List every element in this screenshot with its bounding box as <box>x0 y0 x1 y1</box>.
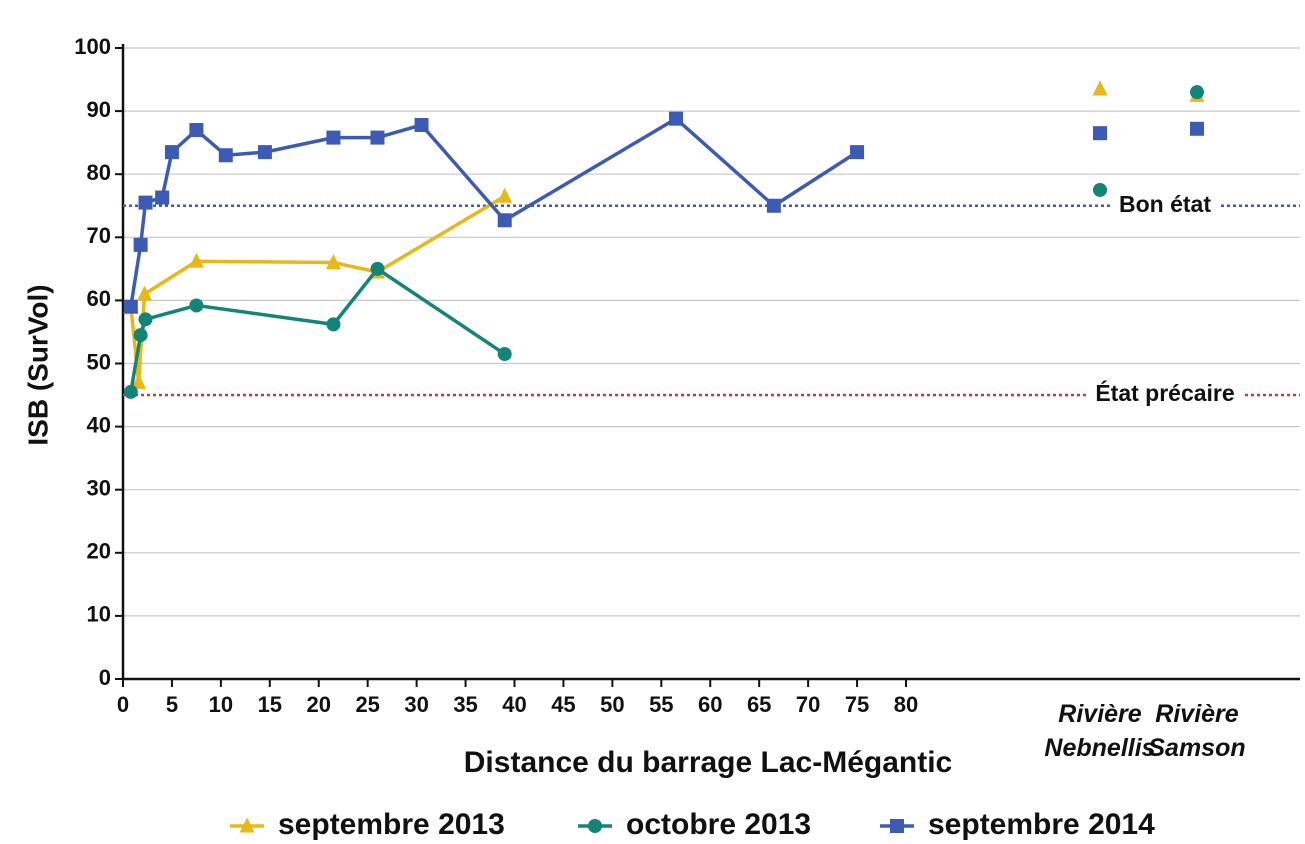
marker <box>133 237 148 252</box>
x-tick-label: 50 <box>600 692 624 717</box>
x-tick-label: 65 <box>747 692 771 717</box>
x-tick-label: 45 <box>551 692 575 717</box>
category-label: Rivière Samson <box>1148 700 1245 762</box>
marker <box>189 298 204 313</box>
marker <box>123 384 138 399</box>
marker <box>414 117 429 132</box>
legend-label: octobre 2013 <box>626 808 811 841</box>
x-tick-label: 80 <box>894 692 918 717</box>
x-tick-label: 25 <box>355 692 379 717</box>
marker <box>137 285 153 301</box>
marker <box>138 312 153 327</box>
marker <box>189 123 204 138</box>
marker <box>188 252 204 268</box>
y-axis-label: ISB (SurVol) <box>22 284 53 445</box>
y-tick-label: 90 <box>87 97 111 122</box>
marker <box>668 111 683 126</box>
y-tick-label: 80 <box>87 160 111 185</box>
x-axis-label: Distance du barrage Lac-Mégantic <box>464 746 952 779</box>
marker <box>326 317 341 332</box>
marker <box>497 213 512 228</box>
y-tick-label: 30 <box>87 476 111 501</box>
marker <box>138 195 153 210</box>
marker <box>1190 85 1204 100</box>
marker <box>155 190 170 205</box>
reference-label-bg <box>1087 379 1243 407</box>
marker <box>326 130 341 145</box>
y-tick-label: 40 <box>87 412 111 437</box>
marker <box>325 254 341 270</box>
marker <box>766 198 781 213</box>
marker <box>1190 121 1204 136</box>
x-tick-label: 75 <box>845 692 869 717</box>
x-tick-label: 30 <box>404 692 428 717</box>
reference-label: Bon état <box>1119 191 1211 217</box>
marker <box>1093 126 1107 141</box>
legend-marker <box>239 817 255 833</box>
y-tick-label: 0 <box>99 665 111 690</box>
marker <box>1092 80 1108 96</box>
legend-marker <box>890 819 904 833</box>
category-label: Rivière Nebnellis <box>1044 700 1155 762</box>
y-tick-label: 10 <box>87 602 111 627</box>
x-tick-label: 5 <box>166 692 178 717</box>
marker <box>218 148 233 163</box>
y-tick-label: 60 <box>87 286 111 311</box>
x-tick-label: 60 <box>698 692 722 717</box>
marker <box>370 261 385 276</box>
y-tick-label: 70 <box>87 223 111 248</box>
marker <box>131 373 147 389</box>
x-tick-label: 40 <box>502 692 526 717</box>
y-tick-label: 20 <box>87 539 111 564</box>
x-tick-label: 10 <box>209 692 233 717</box>
marker <box>850 145 865 160</box>
x-tick-label: 70 <box>796 692 820 717</box>
x-tick-label: 0 <box>117 692 129 717</box>
x-tick-label: 15 <box>258 692 282 717</box>
marker <box>370 130 385 145</box>
marker <box>1093 182 1107 197</box>
marker <box>133 328 148 343</box>
y-tick-label: 100 <box>74 34 111 59</box>
legend-label: septembre 2013 <box>278 808 505 841</box>
reference-label: État précaire <box>1095 379 1234 406</box>
legend-marker <box>588 819 602 833</box>
marker <box>164 145 179 160</box>
marker <box>497 347 512 362</box>
x-tick-label: 20 <box>307 692 331 717</box>
marker <box>497 187 513 203</box>
legend-label: septembre 2014 <box>928 808 1155 841</box>
reference-label-bg <box>1111 190 1220 217</box>
marker <box>123 299 138 314</box>
x-tick-label: 35 <box>453 692 477 717</box>
x-tick-label: 55 <box>649 692 673 717</box>
marker <box>257 145 272 160</box>
y-tick-label: 50 <box>87 349 111 374</box>
